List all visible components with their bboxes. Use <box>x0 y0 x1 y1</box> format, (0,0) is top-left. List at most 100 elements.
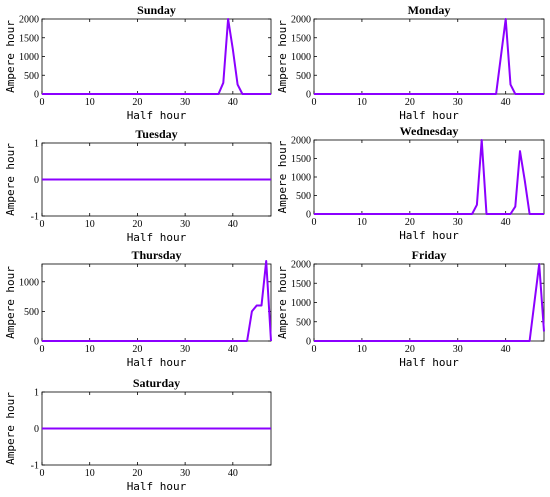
x-axis-label: Half hour <box>127 231 187 244</box>
chart-title: Monday <box>408 3 451 17</box>
series-line <box>314 18 544 95</box>
y-tick-label: 1000 <box>291 298 311 309</box>
x-axis-label: Half hour <box>127 480 187 493</box>
chart-panel-wednesday: Wednesday 0 10 20 30 40 0 500 1000 1500 2000 Half h… <box>276 124 545 242</box>
y-tick-label: 0 <box>306 90 311 101</box>
y-tick-label: 1500 <box>291 33 311 44</box>
y-tick-label: 1000 <box>291 52 311 63</box>
x-tick-label: 10 <box>85 344 95 355</box>
y-tick-label: 1000 <box>19 52 39 63</box>
x-tick-label: 30 <box>180 468 190 479</box>
x-tick-label: 10 <box>85 219 95 230</box>
x-tick-label: 40 <box>228 344 238 355</box>
x-tick-label: 20 <box>132 468 142 479</box>
x-tick-label: 0 <box>312 344 317 355</box>
x-axis-label: Half hour <box>399 109 459 122</box>
y-axis-label: Ampere hour <box>276 140 289 213</box>
x-tick-label: 40 <box>501 217 511 228</box>
y-tick-label: 500 <box>24 307 39 318</box>
x-tick-label: 40 <box>228 97 238 108</box>
y-axis-label: Ampere hour <box>4 143 17 216</box>
x-tick-label: 40 <box>501 97 511 108</box>
x-tick-label: 10 <box>357 344 367 355</box>
y-tick-label: -1 <box>31 461 39 472</box>
plot-frame <box>313 139 545 215</box>
plot-frame <box>313 263 545 342</box>
plot-frame <box>41 263 272 342</box>
series-line <box>314 139 544 215</box>
y-tick-label: 0 <box>34 90 39 101</box>
y-axis-label: Ampere hour <box>276 266 289 339</box>
x-tick-label: 0 <box>312 217 317 228</box>
x-tick-label: 30 <box>180 219 190 230</box>
y-tick-label: 0 <box>34 337 39 348</box>
y-tick-label: 0 <box>306 210 311 221</box>
y-tick-label: 0 <box>34 424 39 435</box>
x-tick-label: 10 <box>85 97 95 108</box>
y-tick-label: 0 <box>306 337 311 348</box>
x-tick-label: 0 <box>40 219 45 230</box>
x-axis-label: Half hour <box>127 356 187 369</box>
y-tick-label: 1500 <box>291 154 311 165</box>
y-tick-label: 2000 <box>291 260 311 271</box>
x-tick-label: 20 <box>132 219 142 230</box>
x-axis-label: Half hour <box>399 356 459 369</box>
x-tick-label: 20 <box>405 217 415 228</box>
x-tick-label: 40 <box>228 468 238 479</box>
x-tick-label: 30 <box>453 97 463 108</box>
y-tick-label: 1000 <box>291 173 311 184</box>
x-axis-label: Half hour <box>399 229 459 242</box>
y-tick-label: 500 <box>24 71 39 82</box>
y-tick-label: 2000 <box>19 15 39 26</box>
y-tick-label: 1500 <box>291 279 311 290</box>
series-line <box>42 18 271 95</box>
chart-title: Sunday <box>137 3 176 17</box>
chart-panel-thursday: Thursday 0 10 20 30 40 0 500 1000 Half hour Ampere… <box>4 248 272 369</box>
y-tick-label: 1 <box>34 139 39 150</box>
x-tick-label: 10 <box>357 217 367 228</box>
x-tick-label: 0 <box>40 468 45 479</box>
y-tick-label: 500 <box>296 317 311 328</box>
x-tick-label: 20 <box>132 344 142 355</box>
y-tick-label: -1 <box>31 212 39 223</box>
x-tick-label: 20 <box>405 344 415 355</box>
y-tick-label: 1000 <box>19 277 39 288</box>
x-tick-label: 30 <box>180 344 190 355</box>
chart-title: Thursday <box>131 248 181 262</box>
y-tick-label: 500 <box>296 191 311 202</box>
y-axis-label: Ampere hour <box>4 266 17 339</box>
chart-panel-sunday: Sunday 0 10 20 30 40 0 500 1000 1500 2000 Half hour… <box>4 3 272 122</box>
y-tick-label: 1500 <box>19 33 39 44</box>
x-tick-label: 20 <box>132 97 142 108</box>
x-tick-label: 30 <box>180 97 190 108</box>
x-tick-label: 0 <box>312 97 317 108</box>
x-tick-label: 20 <box>405 97 415 108</box>
chart-panel-friday: Friday 0 10 20 30 40 0 500 1000 1500 2000 Half hour… <box>276 248 545 369</box>
y-tick-label: 500 <box>296 71 311 82</box>
x-tick-label: 10 <box>357 97 367 108</box>
x-tick-label: 30 <box>453 217 463 228</box>
x-tick-label: 40 <box>501 344 511 355</box>
x-tick-label: 0 <box>40 97 45 108</box>
y-tick-label: 2000 <box>291 136 311 147</box>
chart-title: Friday <box>412 248 447 262</box>
y-tick-label: 2000 <box>291 15 311 26</box>
chart-title: Wednesday <box>400 124 459 138</box>
y-tick-label: 1 <box>34 388 39 399</box>
x-axis-label: Half hour <box>127 109 187 122</box>
y-axis-label: Ampere hour <box>276 20 289 93</box>
chart-panel-monday: Monday 0 10 20 30 40 0 500 1000 1500 2000 Half hour… <box>276 3 545 122</box>
x-tick-label: 30 <box>453 344 463 355</box>
x-tick-label: 0 <box>40 344 45 355</box>
y-axis-label: Ampere hour <box>4 392 17 465</box>
y-tick-label: 0 <box>34 175 39 186</box>
series-line <box>314 263 545 342</box>
y-axis-label: Ampere hour <box>4 20 17 93</box>
x-tick-label: 10 <box>85 468 95 479</box>
x-tick-label: 40 <box>228 219 238 230</box>
chart-title: Tuesday <box>135 127 177 141</box>
series-line <box>42 260 272 342</box>
